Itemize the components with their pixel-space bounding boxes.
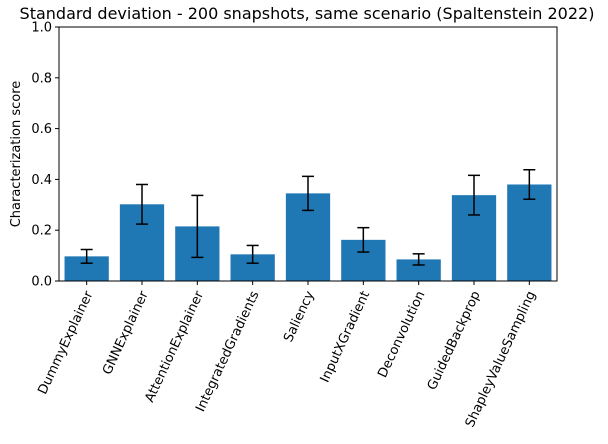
error-bar-0 bbox=[80, 248, 93, 264]
y-axis-label: Characterization score bbox=[9, 81, 24, 228]
error-bar-6 bbox=[412, 253, 425, 266]
y-tick-label-3: 0.6 bbox=[31, 122, 52, 137]
y-tick-label-5: 1.0 bbox=[31, 21, 52, 36]
y-tick-label-1: 0.2 bbox=[31, 224, 52, 239]
x-tick-label-4: Saliency bbox=[281, 289, 318, 345]
error-bar-1 bbox=[136, 183, 148, 225]
bar-6 bbox=[396, 259, 441, 281]
x-tick-label-6: Deconvolution bbox=[375, 289, 428, 380]
error-bar-3 bbox=[246, 244, 259, 264]
error-bar-2 bbox=[191, 194, 204, 259]
x-tick-label-7: GuidedBackprop bbox=[425, 289, 484, 393]
error-bar-7 bbox=[468, 174, 480, 216]
x-tick-label-0: DummyExplainer bbox=[35, 288, 96, 397]
error-bar-5 bbox=[357, 226, 370, 253]
x-tick-label-5: InputXGradient bbox=[318, 289, 373, 385]
plot-area: 0.0 0.2 0.4 0.6 0.8 1.0 DummyExplainer GNNExpla… bbox=[31, 21, 558, 430]
y-tick-label-0: 0.0 bbox=[31, 275, 52, 290]
bar-8 bbox=[507, 184, 552, 281]
x-tick-label-3: IntegratedGradients bbox=[193, 289, 262, 415]
y-tick-label-2: 0.4 bbox=[31, 173, 52, 188]
x-tick-label-2: AttentionExplainer bbox=[142, 288, 207, 405]
error-bar-8 bbox=[523, 168, 536, 200]
chart-title: Standard deviation - 200 snapshots, same… bbox=[20, 4, 595, 23]
y-tick-label-4: 0.8 bbox=[31, 71, 52, 86]
x-tick-label-1: GNNExplainer bbox=[100, 288, 152, 377]
error-bar-4 bbox=[302, 175, 314, 212]
